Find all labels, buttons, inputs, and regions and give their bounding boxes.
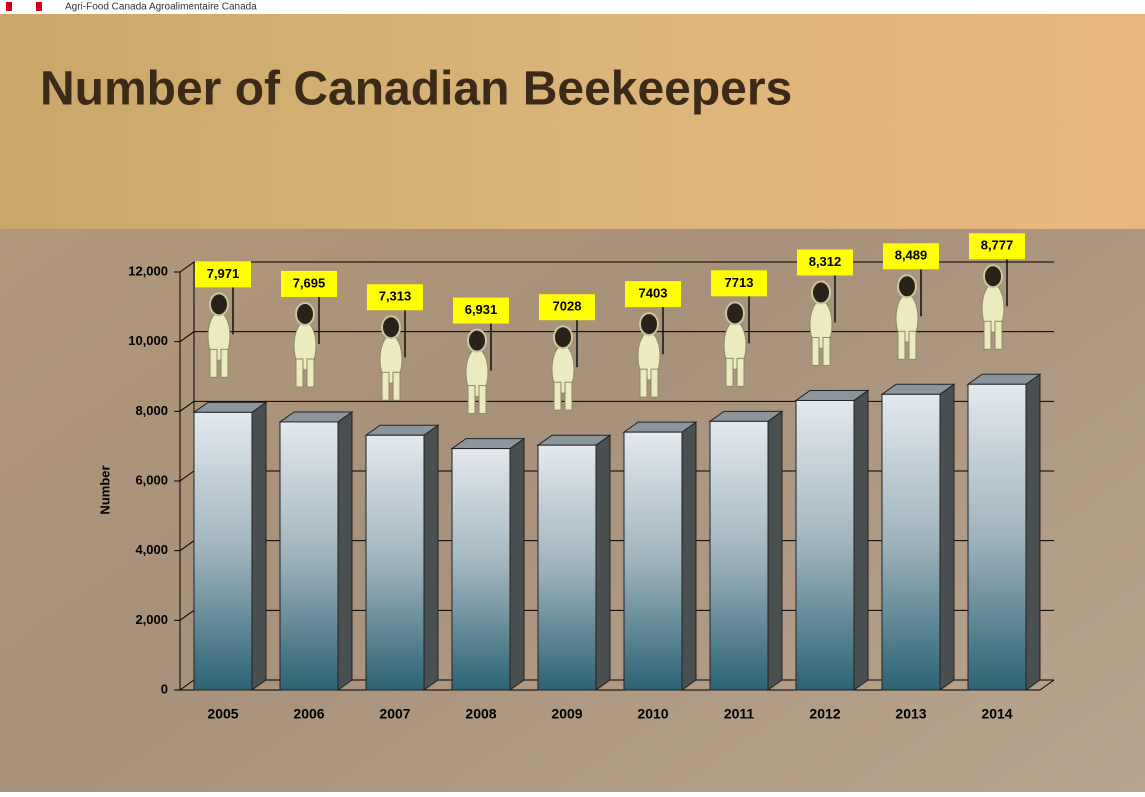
figure-leg [565, 382, 572, 410]
page: Agri-Food Canada Agroalimentaire Canada … [0, 0, 1145, 792]
bar [452, 449, 510, 690]
value-label: 7,695 [293, 275, 326, 290]
x-tick-label: 2008 [465, 706, 496, 722]
title-band [0, 14, 1145, 229]
figure-head [210, 293, 228, 315]
bar [882, 394, 940, 690]
bar-side [854, 390, 868, 690]
figure-leg [737, 358, 744, 386]
y-tick-label: 8,000 [135, 403, 168, 418]
bar [280, 422, 338, 690]
figure-head [296, 303, 314, 325]
bar-side [940, 384, 954, 690]
x-tick-label: 2005 [207, 706, 238, 722]
bar [796, 400, 854, 690]
bar-side [510, 439, 524, 690]
x-tick-label: 2007 [379, 706, 410, 722]
bar [710, 421, 768, 690]
figure-leg [554, 382, 561, 410]
figure-leg [296, 359, 303, 387]
x-tick-label: 2014 [981, 706, 1012, 722]
value-label: 7403 [639, 286, 668, 301]
figure-head [726, 302, 744, 324]
value-label: 8,312 [809, 254, 842, 269]
y-tick-label: 0 [161, 681, 168, 696]
figure-leg [898, 331, 905, 359]
figure-leg [307, 359, 314, 387]
bar-side [768, 411, 782, 690]
bar [624, 432, 682, 690]
value-label: 7,313 [379, 289, 412, 304]
figure-leg [640, 369, 647, 397]
figure-leg [382, 372, 389, 400]
y-tick-label: 4,000 [135, 542, 168, 557]
x-tick-label: 2009 [551, 706, 582, 722]
bar [194, 412, 252, 690]
bar-side [596, 435, 610, 690]
bar [538, 445, 596, 690]
bar-side [1026, 374, 1040, 690]
header-text: Agri-Food Canada Agroalimentaire Canada [65, 2, 257, 13]
figure-leg [984, 321, 991, 349]
value-label: 8,777 [981, 238, 1014, 253]
chart: Agri-Food Canada Agroalimentaire Canada … [0, 0, 1145, 792]
figure-leg [995, 321, 1002, 349]
figure-head [468, 330, 486, 352]
figure-leg [909, 331, 916, 359]
value-label: 7713 [725, 275, 754, 290]
figure-head [898, 275, 916, 297]
value-label: 7028 [553, 299, 582, 314]
y-tick-label: 6,000 [135, 472, 168, 487]
figure-leg [468, 386, 475, 414]
bar-side [338, 412, 352, 690]
y-tick-label: 10,000 [128, 333, 168, 348]
bar-side [424, 425, 438, 690]
figure-leg [812, 337, 819, 365]
x-tick-label: 2012 [809, 706, 840, 722]
figure-leg [393, 372, 400, 400]
figure-head [554, 326, 572, 348]
y-tick-label: 12,000 [128, 263, 168, 278]
figure-leg [726, 358, 733, 386]
figure-head [984, 265, 1002, 287]
figure-head [812, 281, 830, 303]
x-tick-label: 2010 [637, 706, 668, 722]
figure-leg [210, 349, 217, 377]
figure-leg [823, 337, 830, 365]
value-label: 7,971 [207, 266, 240, 281]
value-label: 8,489 [895, 248, 928, 263]
flag-right [36, 2, 42, 11]
figure-head [640, 313, 658, 335]
value-label: 6,931 [465, 302, 498, 317]
y-tick-label: 2,000 [135, 612, 168, 627]
figure-leg [221, 349, 228, 377]
flag-left [6, 2, 12, 11]
figure-leg [651, 369, 658, 397]
figure-head [382, 316, 400, 338]
bar-side [682, 422, 696, 690]
x-tick-label: 2006 [293, 706, 324, 722]
x-tick-label: 2011 [724, 706, 755, 722]
figure-leg [479, 386, 486, 414]
bar [366, 435, 424, 690]
bar-side [252, 402, 266, 690]
chart-title: Number of Canadian Beekeepers [40, 63, 792, 116]
y-axis-label: Number [97, 465, 112, 514]
bar [968, 384, 1026, 690]
x-tick-label: 2013 [895, 706, 926, 722]
